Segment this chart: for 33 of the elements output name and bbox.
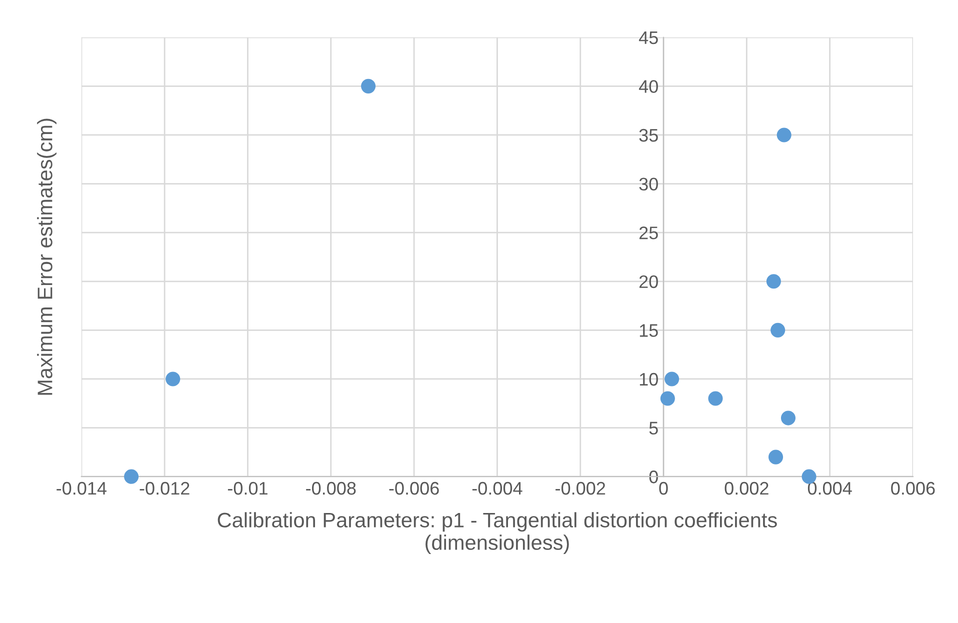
y-tick-label: 10 — [640, 372, 658, 386]
x-tick-label: -0.004 — [472, 482, 522, 495]
point — [166, 372, 180, 386]
point — [660, 391, 675, 406]
point — [664, 372, 680, 386]
point — [776, 128, 792, 142]
x-tick-label: 0.002 — [724, 482, 768, 495]
x-tick-label: -0.002 — [556, 482, 606, 495]
y-tick-label: 35 — [639, 128, 658, 142]
point — [124, 469, 139, 484]
point — [766, 274, 781, 289]
y-tick-label: 30 — [639, 178, 658, 191]
x-tick-label: -0.012 — [140, 482, 190, 495]
x-axis-title: Calibration Parameters: p1 - Tangential distortion coefficients (dimensionless) — [218, 512, 777, 554]
y-tick-label: 40 — [638, 80, 658, 93]
point — [361, 78, 376, 94]
x-tick-label: -0.006 — [389, 482, 439, 495]
point — [780, 410, 796, 426]
y-tick-label: 5 — [649, 422, 658, 435]
y-tick-label: 15 — [640, 324, 658, 337]
x-tick-label: 0 — [659, 482, 668, 495]
y-tick-label: 45 — [638, 32, 658, 44]
x-tick-label: -0.008 — [306, 482, 356, 495]
point — [770, 322, 786, 338]
x-tick-label: -0.014 — [56, 482, 106, 495]
point — [708, 391, 723, 406]
y-tick-label: 25 — [639, 226, 658, 240]
x-tick-label: -0.01 — [228, 482, 268, 495]
y-axis-title: Maximum Error estimates(cm) — [37, 118, 56, 395]
point — [768, 450, 784, 464]
x-tick-label: 0.004 — [808, 482, 852, 495]
y-tick-label: 20 — [639, 275, 658, 288]
x-tick-label: 0.006 — [891, 482, 935, 495]
